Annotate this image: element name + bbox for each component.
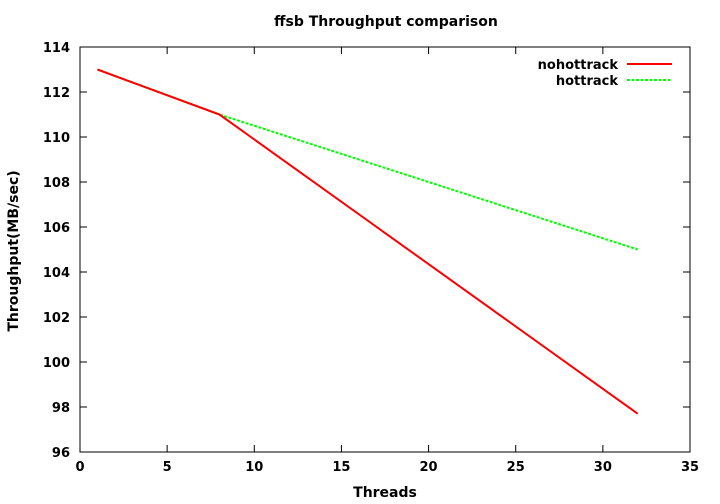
x-tick-label: 5 <box>163 460 172 475</box>
plot-frame <box>79 46 691 453</box>
x-tick-label: 35 <box>681 460 699 475</box>
x-tick-label: 0 <box>75 460 84 475</box>
y-tick-label: 106 <box>43 221 70 236</box>
y-tick-label: 102 <box>43 311 70 326</box>
y-axis-label: Throughput(MB/sec) <box>6 170 22 331</box>
nohottrack-series-line <box>97 68 639 415</box>
x-axis-label: Threads <box>353 485 417 501</box>
axis-ticks: 0 5 10 15 20 25 30 35 96 98 100 102 104 106 108 110 112 1… <box>43 41 699 475</box>
chart-title: ffsb Throughput comparison <box>274 14 498 30</box>
y-tick-label: 114 <box>43 41 70 56</box>
x-tick-label: 25 <box>507 460 525 475</box>
x-tick-label: 10 <box>245 460 263 475</box>
y-tick-label: 98 <box>52 401 70 416</box>
y-tick-label: 112 <box>43 86 70 101</box>
y-tick-label: 108 <box>43 176 70 191</box>
legend-label-hottrack: hottrack <box>556 74 619 89</box>
y-tick-label: 100 <box>43 356 70 371</box>
y-tick-label: 96 <box>52 446 70 461</box>
plot-series <box>97 68 639 415</box>
y-tick-label: 104 <box>43 266 70 281</box>
x-tick-label: 30 <box>594 460 612 475</box>
x-tick-label: 15 <box>332 460 350 475</box>
y-tick-label: 110 <box>43 131 70 146</box>
x-tick-label: 20 <box>420 460 438 475</box>
legend-label-nohottrack: nohottrack <box>538 58 619 73</box>
